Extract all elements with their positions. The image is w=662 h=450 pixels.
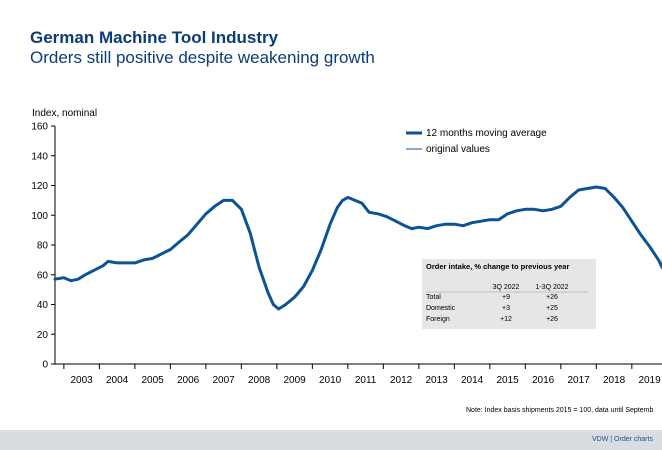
x-tick-label: 2013	[425, 375, 448, 386]
x-tick-label: 2017	[567, 375, 590, 386]
chart-note: Note: Index basis shipments 2015 = 100, …	[466, 407, 654, 414]
order-intake-table: Order intake, % change to previous year …	[422, 259, 596, 329]
table-background	[422, 259, 596, 329]
table-row-total-label: Total	[426, 294, 441, 301]
y-tick-label: 140	[31, 151, 48, 162]
x-tick-label: 2010	[319, 375, 342, 386]
table-title: Order intake, % change to previous year	[426, 262, 569, 271]
table-row-domestic-label: Domestic	[426, 305, 456, 312]
x-tick-label: 2004	[106, 375, 129, 386]
page-title: German Machine Tool Industry	[30, 28, 279, 47]
line-chart: 0 20 40 60 80 100 120 140 160 2003 2004 2005 2006 200…	[31, 122, 662, 386]
x-tick-label: 2008	[248, 375, 271, 386]
y-tick-label: 160	[31, 122, 48, 133]
x-tick-label: 2006	[177, 375, 200, 386]
legend-original-label: original values	[426, 144, 490, 155]
y-tick-label: 20	[37, 330, 49, 341]
x-tick-label: 2018	[603, 375, 626, 386]
table-row-foreign-1-3q: +26	[546, 316, 558, 323]
x-tick-label: 2014	[461, 375, 484, 386]
legend-moving-average-label: 12 months moving average	[426, 128, 547, 139]
y-tick-label: 100	[31, 211, 48, 222]
table-row-domestic-3q: +3	[502, 305, 510, 312]
x-tick-label: 2016	[532, 375, 555, 386]
footer-bar: VDW | Order charts	[0, 430, 662, 450]
x-tick-label: 2012	[390, 375, 413, 386]
x-tick-label: 2019	[638, 375, 661, 386]
y-axis-label: Index, nominal	[32, 108, 98, 119]
series-moving-average-line	[53, 185, 662, 311]
page-subtitle: Orders still positive despite weakening …	[30, 48, 375, 67]
y-tick-label: 80	[37, 241, 49, 252]
table-row-foreign-label: Foreign	[426, 316, 450, 323]
table-row-foreign-3q: +12	[500, 316, 512, 323]
table-header-1-3q: 1-3Q 2022	[535, 284, 568, 291]
x-tick-label: 2005	[141, 375, 164, 386]
footer-text: VDW | Order charts	[592, 436, 653, 443]
y-tick-label: 60	[37, 270, 49, 281]
x-tick-label: 2003	[70, 375, 93, 386]
x-tick-label: 2011	[355, 375, 377, 386]
x-tick-label: 2015	[496, 375, 519, 386]
table-row-total-3q: +9	[502, 294, 510, 301]
table-header-3q: 3Q 2022	[493, 284, 520, 291]
x-tick-label: 2007	[212, 375, 235, 386]
y-tick-label: 0	[42, 360, 48, 371]
y-tick-label: 40	[37, 300, 49, 311]
table-row-total-1-3q: +26	[546, 294, 558, 301]
table-row-domestic-1-3q: +25	[546, 305, 558, 312]
y-tick-label: 120	[31, 181, 48, 192]
x-tick-label: 2009	[283, 375, 306, 386]
